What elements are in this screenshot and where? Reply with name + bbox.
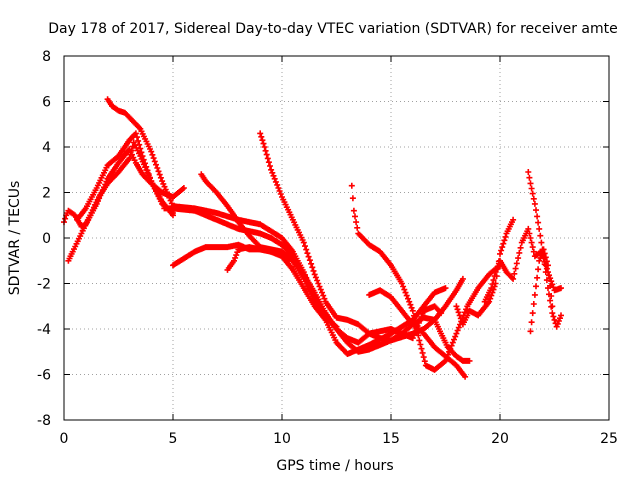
y-tick-label: 4 [42,140,51,156]
data-markers [74,130,176,223]
y-tick-label: 6 [42,95,51,111]
sat-track-11 [366,287,469,380]
y-tick-label: 0 [42,231,51,247]
data-markers [257,130,473,364]
y-tick-label: 2 [42,186,51,202]
axis-ticks: 0 5 10 15 20 25 -8 -6 -4 -2 0 2 4 6 8 [37,49,618,447]
y-axis-label: SDTVAR / TECUs [7,181,23,296]
y-tick-label: -6 [37,368,51,384]
x-tick-label: 25 [600,431,618,447]
x-tick-label: 10 [273,431,291,447]
data-markers [224,244,329,323]
y-tick-label: -8 [37,413,51,429]
y-tick-label: 8 [42,49,51,65]
data-markers [453,216,517,328]
sat-track-3 [74,130,176,223]
sat-track-15 [527,246,556,335]
x-tick-label: 0 [60,431,69,447]
x-tick-label: 20 [491,431,509,447]
x-tick-label: 15 [382,431,400,447]
y-tick-label: -2 [37,277,51,293]
x-axis-label: GPS time / hours [276,458,393,474]
sat-track-8 [224,244,329,323]
data-markers [527,246,556,335]
chart-title: Day 178 of 2017, Sidereal Day-to-day VTE… [48,21,618,37]
data-markers [366,287,469,380]
sat-track-12 [453,216,517,328]
sat-track-9 [257,130,473,364]
data-series [61,96,564,380]
y-tick-label: -4 [37,322,51,338]
x-tick-label: 5 [169,431,178,447]
